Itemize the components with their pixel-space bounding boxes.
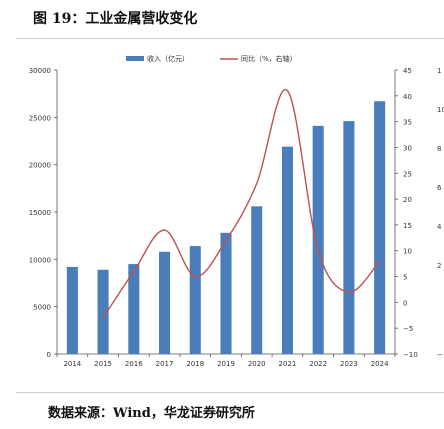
revenue-bar — [66, 266, 78, 354]
x-tick-label: 2016 — [125, 360, 143, 368]
legend-label-revenue: 收入（亿元） — [147, 54, 189, 63]
x-tick-label: 2023 — [340, 360, 358, 368]
left-tick-label: 10000 — [29, 256, 51, 264]
right-tick-label: 25 — [403, 170, 412, 178]
revenue-bar — [159, 251, 171, 354]
figure-title: 图 19：工业金属营收变化 — [33, 11, 198, 27]
left-tick-label: 20000 — [29, 162, 51, 170]
cropped-axis-tick-label: 2 — [437, 262, 441, 270]
source-divider — [16, 392, 444, 393]
right-tick-label: 30 — [403, 144, 412, 152]
cropped-axis-tick-label: 4 — [437, 223, 442, 231]
right-tick-label: −5 — [403, 325, 413, 333]
revenue-bar — [97, 269, 109, 354]
legend-swatch-revenue — [126, 56, 144, 61]
yoy-growth-line — [102, 88, 381, 319]
right-tick-label: 20 — [403, 196, 412, 204]
revenue-bar — [343, 121, 355, 355]
revenue-bar — [189, 246, 201, 354]
x-tick-label: 2017 — [156, 360, 174, 368]
x-tick-label: 2024 — [371, 360, 389, 368]
x-tick-label: 2019 — [217, 360, 235, 368]
cropped-axis-tick-label: 10 — [437, 106, 444, 114]
left-tick-label: 15000 — [29, 209, 51, 217]
source-note: 数据来源：Wind，华龙证券研究所 — [48, 406, 255, 421]
revenue-chart: 050001000015000200002500030000−10−505101… — [29, 54, 444, 368]
right-tick-label: 15 — [403, 222, 412, 230]
legend-label-yoy: 同比（%，右轴） — [241, 54, 297, 63]
x-tick-label: 2015 — [94, 360, 112, 368]
right-tick-label: 35 — [403, 119, 412, 127]
revenue-bar — [312, 125, 324, 354]
title-divider — [16, 38, 444, 39]
x-tick-label: 2018 — [186, 360, 204, 368]
revenue-bar — [128, 264, 140, 354]
left-tick-label: 5000 — [33, 304, 51, 312]
cropped-axis-tick-label: 8 — [437, 145, 441, 153]
cropped-axis-tick-label: 6 — [437, 184, 442, 192]
revenue-bar — [374, 101, 386, 354]
chart-frame: 0 5000 10000 15000 20000 25000 30000 −10 −5 0 5 10 1… — [16, 39, 444, 380]
left-tick-label: 30000 — [29, 67, 51, 75]
right-tick-label: 40 — [403, 93, 412, 101]
cropped-axis-tick-label: − — [437, 351, 443, 359]
revenue-bar — [251, 206, 263, 354]
left-tick-label: 25000 — [29, 114, 51, 122]
x-tick-label: 2020 — [248, 360, 266, 368]
right-tick-label: 45 — [403, 67, 412, 75]
right-tick-label: −10 — [403, 351, 418, 359]
x-tick-label: 2021 — [279, 360, 297, 368]
right-tick-label: 0 — [403, 299, 407, 307]
x-tick-label: 2022 — [309, 360, 327, 368]
right-tick-label: 10 — [403, 248, 412, 256]
x-tick-label: 2014 — [63, 360, 81, 368]
right-tick-label: 5 — [403, 274, 407, 282]
cropped-axis-tick-label: 1 — [437, 67, 441, 75]
revenue-bar — [281, 146, 293, 354]
left-tick-label: 0 — [47, 351, 51, 359]
revenue-bar — [220, 232, 232, 354]
